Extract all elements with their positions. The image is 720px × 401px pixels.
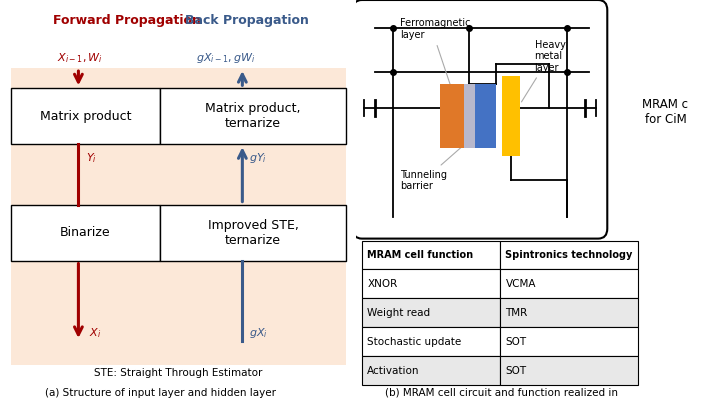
Text: STE: Straight Through Estimator: STE: Straight Through Estimator (94, 368, 262, 378)
Text: SOT: SOT (505, 337, 526, 346)
Text: $gX_i$: $gX_i$ (250, 326, 269, 340)
Bar (362, 327, 500, 356)
Bar (464, 84, 474, 148)
Text: $gY_i$: $gY_i$ (250, 152, 267, 165)
Text: $gX_{i-1}, gW_i$: $gX_{i-1}, gW_i$ (196, 51, 256, 65)
Text: SOT: SOT (505, 366, 526, 375)
Text: Weight read: Weight read (367, 308, 431, 318)
FancyBboxPatch shape (353, 0, 607, 239)
Bar (362, 269, 500, 298)
Text: MRAM cell function: MRAM cell function (367, 250, 474, 260)
Bar (11, 88, 161, 144)
Text: VCMA: VCMA (505, 279, 536, 289)
Text: (a) Structure of input layer and hidden layer: (a) Structure of input layer and hidden … (45, 388, 276, 398)
Text: Tunneling
barrier: Tunneling barrier (400, 142, 467, 191)
Bar (362, 298, 500, 327)
Bar (500, 327, 638, 356)
Text: MRAM c
for CiM: MRAM c for CiM (642, 98, 688, 126)
Text: $X_{i-1}, W_i$: $X_{i-1}, W_i$ (57, 51, 103, 65)
Bar (161, 88, 346, 144)
Text: Ferromagnetic
layer: Ferromagnetic layer (400, 18, 471, 89)
Text: (b) MRAM cell circuit and function realized in: (b) MRAM cell circuit and function reali… (385, 388, 618, 398)
Bar (362, 356, 500, 385)
Text: TMR: TMR (505, 308, 528, 318)
Bar (474, 84, 496, 148)
Bar (502, 76, 520, 156)
Bar (11, 205, 161, 261)
Text: Heavy
metal
layer: Heavy metal layer (521, 40, 565, 102)
Bar (362, 241, 500, 269)
Bar (500, 241, 638, 269)
Text: $X_i$: $X_i$ (89, 326, 102, 340)
Text: XNOR: XNOR (367, 279, 397, 289)
Text: Spintronics technology: Spintronics technology (505, 250, 633, 260)
Bar (161, 205, 346, 261)
Text: Forward Propagation: Forward Propagation (53, 14, 202, 26)
Text: Back Propagation: Back Propagation (185, 14, 309, 26)
Text: Matrix product: Matrix product (40, 110, 131, 123)
Bar (440, 84, 464, 148)
Bar (500, 356, 638, 385)
Bar (500, 298, 638, 327)
Text: $Y_i$: $Y_i$ (86, 152, 96, 165)
Text: Binarize: Binarize (60, 226, 111, 239)
Text: Stochastic update: Stochastic update (367, 337, 462, 346)
Text: Improved STE,
ternarize: Improved STE, ternarize (207, 219, 299, 247)
Text: Matrix product,
ternarize: Matrix product, ternarize (205, 102, 301, 130)
Bar (500, 269, 638, 298)
Bar (11, 68, 346, 365)
Text: Activation: Activation (367, 366, 420, 375)
